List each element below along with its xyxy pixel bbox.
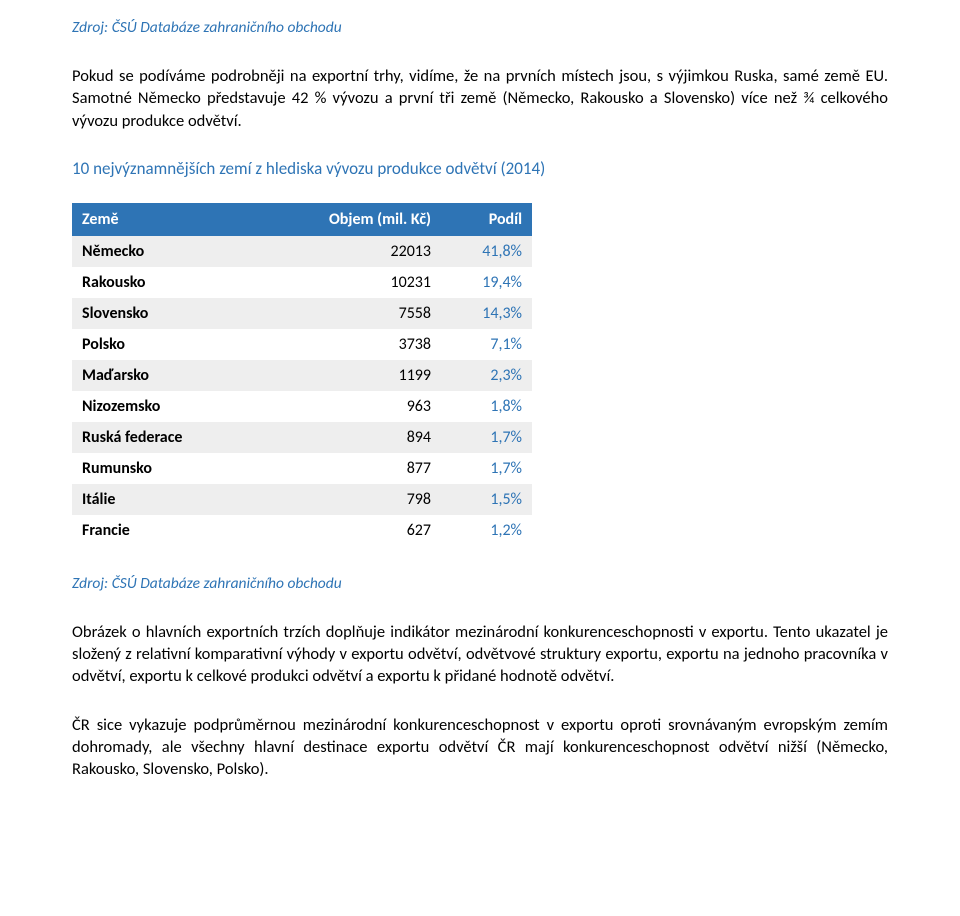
- cell-volume: 3738: [255, 329, 441, 360]
- source-bottom: Zdroj: ČSÚ Databáze zahraničního obchodu: [72, 574, 888, 593]
- cell-volume: 798: [255, 484, 441, 515]
- table-row: Rumunsko8771,7%: [72, 453, 532, 484]
- cell-volume: 877: [255, 453, 441, 484]
- cell-share: 1,5%: [441, 484, 532, 515]
- cell-country: Itálie: [72, 484, 255, 515]
- cell-share: 1,7%: [441, 453, 532, 484]
- table-row: Německo2201341,8%: [72, 236, 532, 267]
- cell-share: 14,3%: [441, 298, 532, 329]
- source-top: Zdroj: ČSÚ Databáze zahraničního obchodu: [72, 18, 888, 37]
- cell-share: 1,7%: [441, 422, 532, 453]
- cell-share: 41,8%: [441, 236, 532, 267]
- cell-country: Německo: [72, 236, 255, 267]
- cell-country: Polsko: [72, 329, 255, 360]
- cell-volume: 894: [255, 422, 441, 453]
- col-country: Země: [72, 203, 255, 236]
- table-row: Ruská federace8941,7%: [72, 422, 532, 453]
- table-row: Itálie7981,5%: [72, 484, 532, 515]
- cell-volume: 7558: [255, 298, 441, 329]
- paragraph-2: Obrázek o hlavních exportních trzích dop…: [72, 621, 888, 688]
- table-row: Nizozemsko9631,8%: [72, 391, 532, 422]
- col-share: Podíl: [441, 203, 532, 236]
- cell-volume: 963: [255, 391, 441, 422]
- table-row: Slovensko755814,3%: [72, 298, 532, 329]
- cell-country: Rakousko: [72, 267, 255, 298]
- cell-share: 1,8%: [441, 391, 532, 422]
- cell-share: 2,3%: [441, 360, 532, 391]
- table-row: Polsko37387,1%: [72, 329, 532, 360]
- col-volume: Objem (mil. Kč): [255, 203, 441, 236]
- table-row: Francie6271,2%: [72, 515, 532, 546]
- cell-country: Francie: [72, 515, 255, 546]
- cell-country: Slovensko: [72, 298, 255, 329]
- cell-country: Nizozemsko: [72, 391, 255, 422]
- table-title: 10 nejvýznamnějších zemí z hlediska vývo…: [72, 158, 888, 179]
- paragraph-3: ČR sice vykazuje podprůměrnou mezinárodn…: [72, 714, 888, 781]
- cell-share: 7,1%: [441, 329, 532, 360]
- table-row: Maďarsko11992,3%: [72, 360, 532, 391]
- cell-volume: 1199: [255, 360, 441, 391]
- table-header-row: Země Objem (mil. Kč) Podíl: [72, 203, 532, 236]
- cell-volume: 627: [255, 515, 441, 546]
- cell-country: Rumunsko: [72, 453, 255, 484]
- cell-share: 19,4%: [441, 267, 532, 298]
- cell-volume: 10231: [255, 267, 441, 298]
- paragraph-1: Pokud se podíváme podrobněji na exportní…: [72, 65, 888, 132]
- cell-share: 1,2%: [441, 515, 532, 546]
- cell-volume: 22013: [255, 236, 441, 267]
- table-row: Rakousko1023119,4%: [72, 267, 532, 298]
- cell-country: Maďarsko: [72, 360, 255, 391]
- cell-country: Ruská federace: [72, 422, 255, 453]
- export-table: Země Objem (mil. Kč) Podíl Německo220134…: [72, 203, 532, 546]
